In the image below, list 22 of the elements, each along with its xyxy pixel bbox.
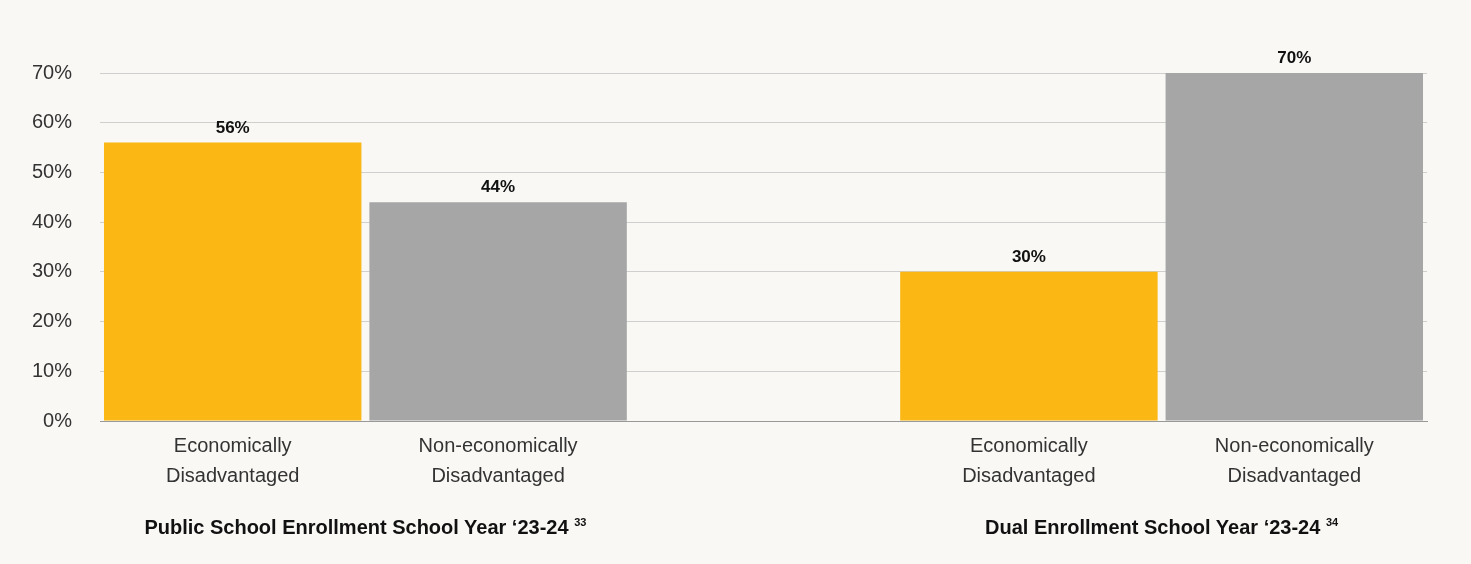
data-label: 56% [215,117,250,137]
data-label: 30% [1011,247,1046,267]
x-tick-label: Economically Disadvantaged [962,433,1096,486]
data-label: 70% [1277,48,1312,68]
bar [900,271,1158,421]
text: Public School Enrollment School Year ‘23-24 $^{33}$ [144,516,587,539]
y-tick-label: 0% [43,408,73,431]
bar [369,202,627,421]
y-tick-label: 40% [31,209,73,232]
bar [1165,73,1424,421]
x-tick-label: Non-economically Disadvantaged [418,433,578,486]
data-label: 44% [481,177,516,197]
bar [103,142,362,421]
y-tick-label: 10% [31,358,73,381]
y-tick-label: 60% [31,110,73,133]
y-tick-label: 70% [31,60,73,83]
y-tick-label: 20% [31,309,73,332]
x-tick-label: Non-economically Disadvantaged [1214,433,1374,486]
y-tick-label: 50% [31,159,73,182]
text: Dual Enrollment School Year ‘23-24 $^{34}$ [985,516,1339,539]
y-tick-label: 30% [31,259,73,282]
x-tick-label: Economically Disadvantaged [165,433,300,486]
